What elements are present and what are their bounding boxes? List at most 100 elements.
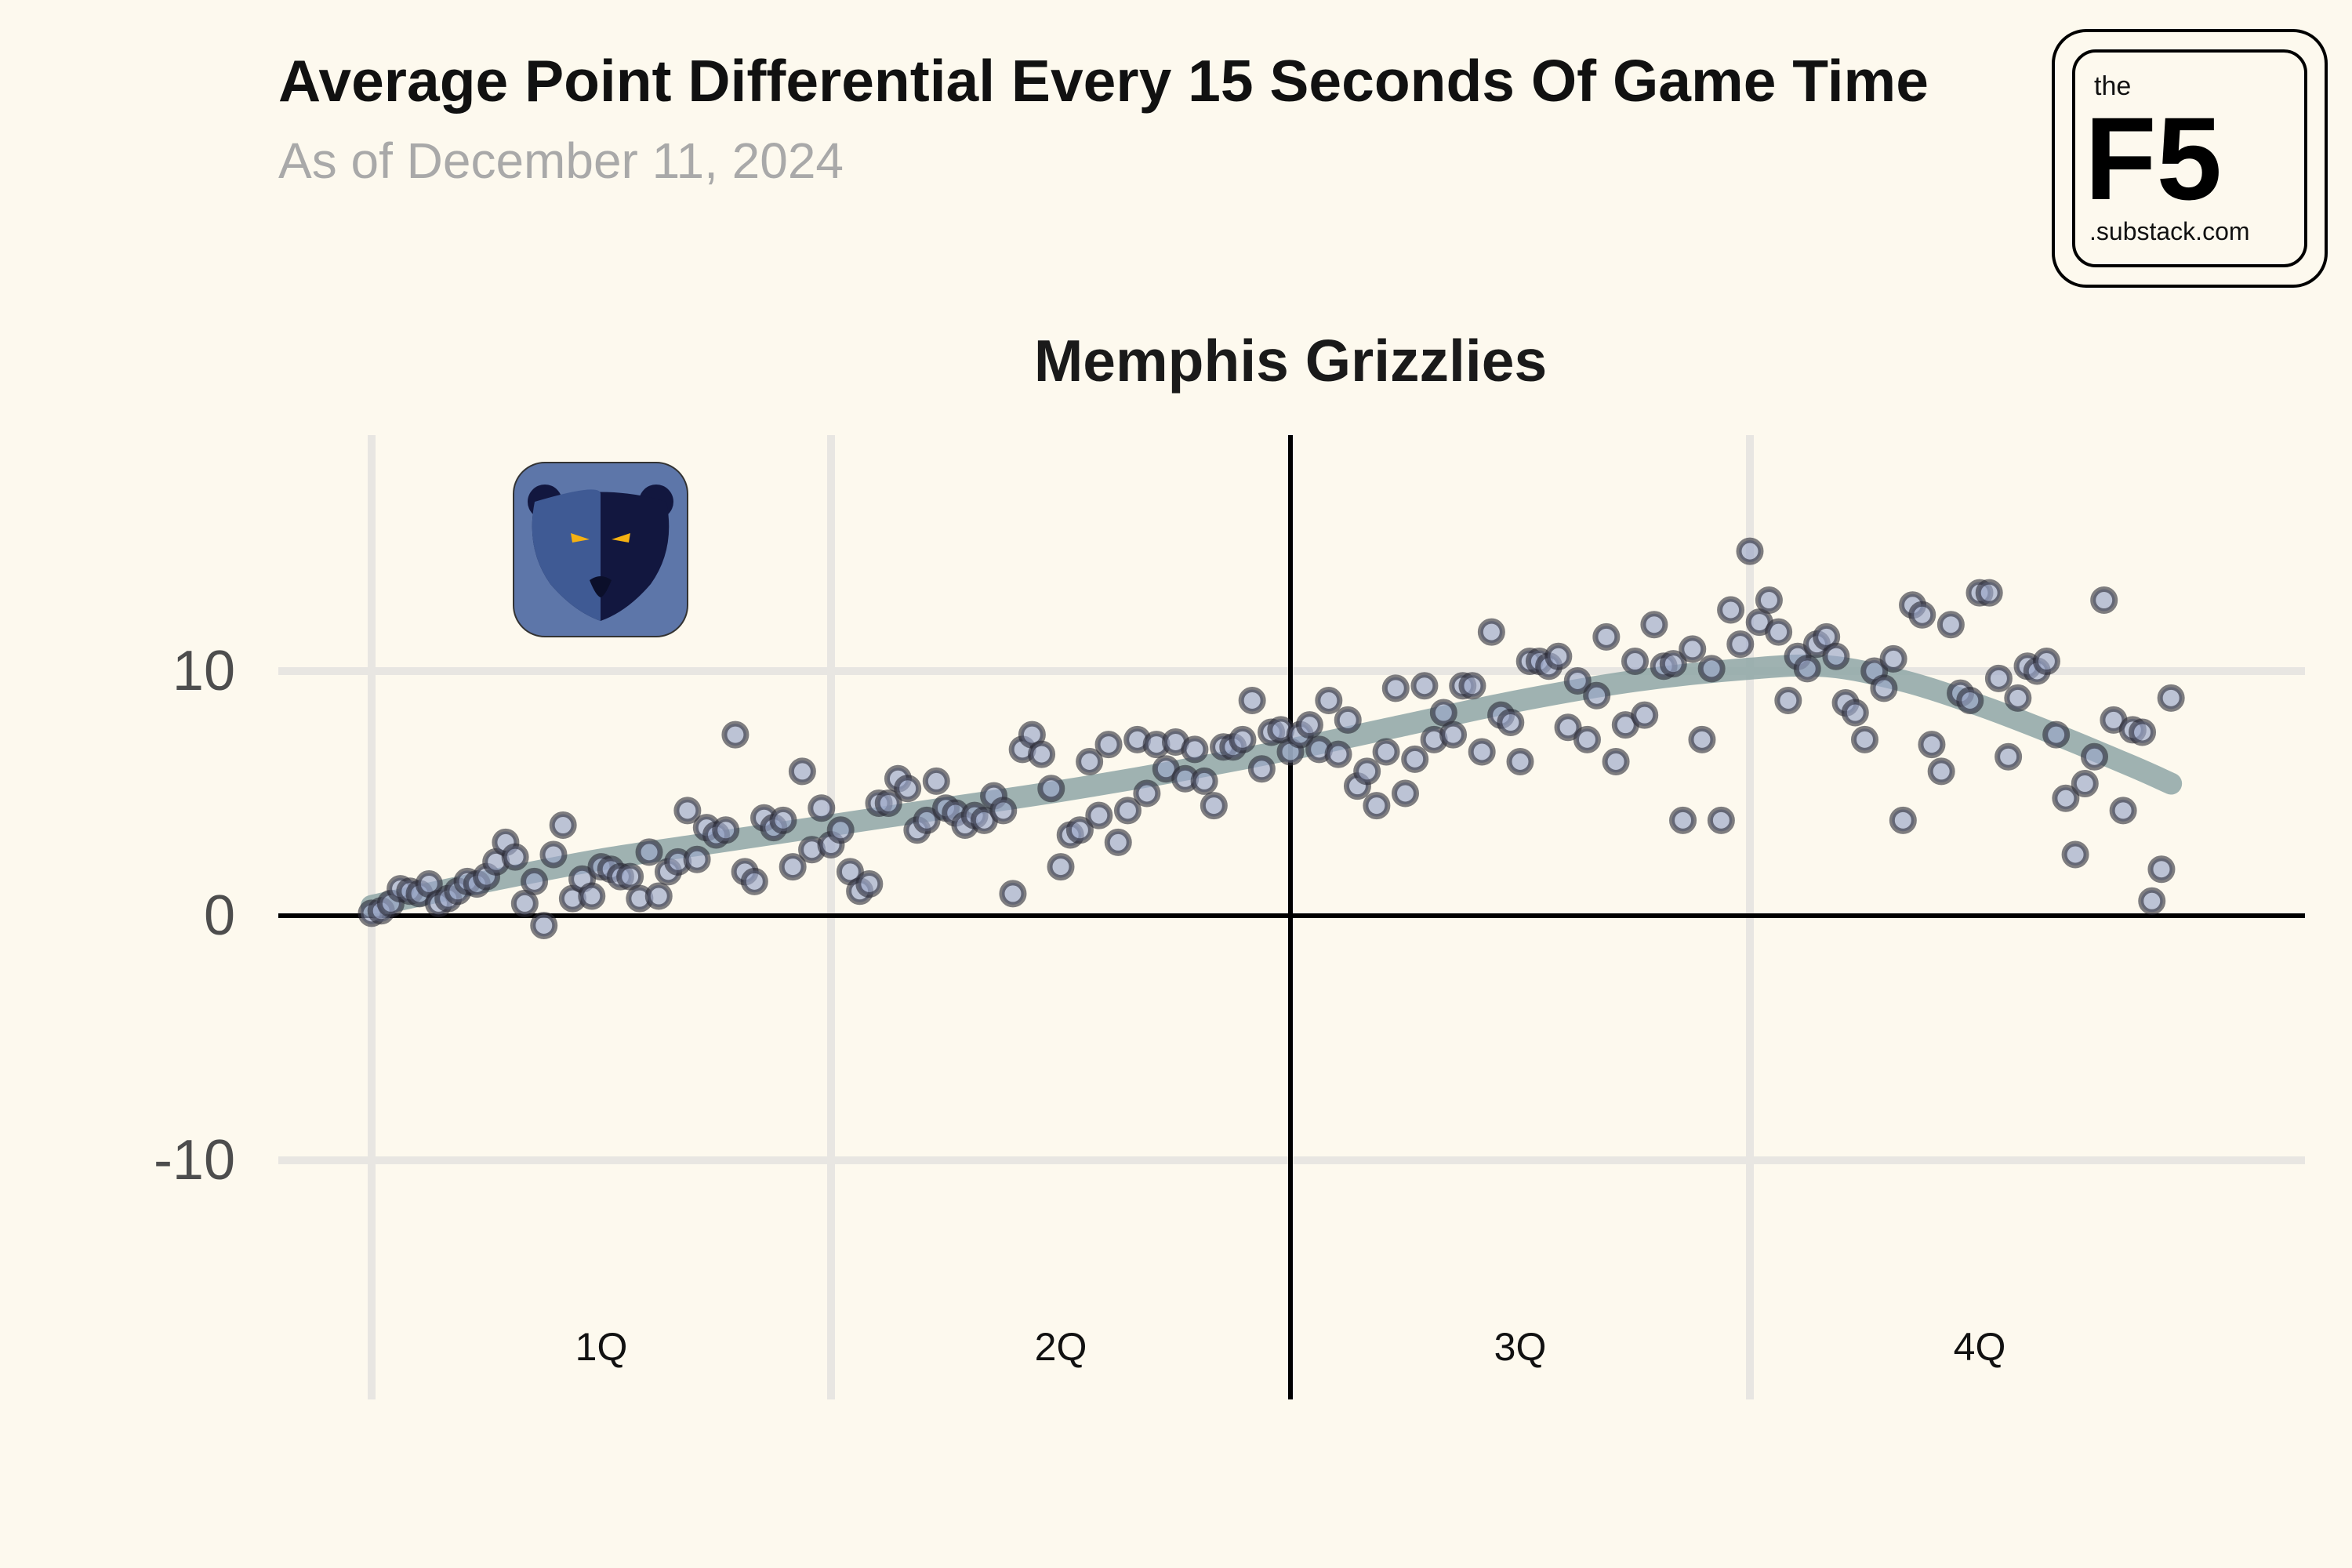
data-point (644, 882, 673, 910)
data-point (1028, 740, 1056, 768)
data-point (1497, 709, 1525, 737)
data-point (1640, 611, 1668, 639)
data-point (1583, 681, 1611, 710)
data-point (1076, 747, 1104, 775)
data-point (1621, 648, 1649, 676)
bear-eye-right (612, 533, 630, 543)
data-point (1918, 731, 1946, 759)
logo-brand-text: F5 (2085, 93, 2223, 224)
data-point (2061, 840, 2089, 869)
data-point (894, 775, 922, 803)
data-point (1688, 725, 1716, 753)
data-point (1563, 666, 1592, 695)
data-point (2071, 770, 2099, 798)
f5-substack-logo: the F5 .substack.com (2052, 29, 2328, 288)
data-point (1765, 618, 1793, 646)
data-point (521, 867, 549, 895)
data-point (855, 869, 884, 898)
data-point (1468, 738, 1496, 766)
data-point (2004, 684, 2032, 712)
data-point (999, 880, 1027, 908)
data-point (1200, 792, 1228, 820)
data-point (635, 838, 663, 866)
data-point (1793, 655, 1821, 683)
data-point (1879, 644, 1907, 673)
grizzlies-logo-icon (513, 462, 688, 637)
data-point (1697, 655, 1726, 683)
data-point (2138, 887, 2166, 915)
data-point (1936, 611, 1965, 639)
data-point (1363, 792, 1391, 820)
data-point (989, 797, 1018, 825)
trend-line (361, 654, 2183, 917)
data-point (1065, 816, 1094, 844)
data-point (1181, 735, 1209, 764)
data-point (1984, 664, 2013, 692)
data-point (1822, 642, 1850, 670)
data-point (1544, 642, 1573, 670)
bear-eye-left (571, 533, 590, 543)
data-point (1458, 672, 1486, 700)
trend-line-layer (361, 654, 2183, 917)
data-point (1851, 725, 1878, 753)
data-point (1956, 686, 1984, 714)
data-point (1669, 806, 1697, 834)
data-point (1429, 699, 1457, 727)
data-point (510, 889, 539, 917)
data-point (1037, 775, 1065, 803)
data-point (1353, 757, 1381, 786)
axes (278, 435, 2305, 1399)
data-point (1133, 779, 1161, 808)
data-point (1659, 650, 1687, 678)
logo-the-text: the (2094, 71, 2132, 101)
data-point (2109, 797, 2137, 825)
data-point (922, 767, 950, 795)
data-point (1717, 596, 1745, 624)
x-tick-label: 3Q (1494, 1325, 1547, 1369)
x-tick-label: 4Q (1954, 1325, 2006, 1369)
data-point (1372, 738, 1400, 766)
data-point (1975, 579, 2003, 607)
data-point (779, 853, 807, 881)
data-point (1994, 742, 2023, 771)
data-point (1477, 618, 1505, 646)
data-point (1295, 711, 1323, 739)
data-point (673, 797, 702, 825)
data-point (826, 816, 855, 844)
data-point (1229, 725, 1257, 753)
logo-inner-frame: the F5 .substack.com (2072, 49, 2307, 267)
panel-title: Memphis Grizzlies (1034, 328, 1547, 394)
chart-title: Average Point Differential Every 15 Seco… (278, 48, 1929, 114)
data-point (2157, 684, 2185, 712)
data-point (769, 806, 797, 834)
data-point (1870, 674, 1898, 702)
data-point (1726, 630, 1755, 659)
y-tick-label: 10 (172, 640, 235, 702)
data-point (1631, 701, 1659, 729)
data-points (358, 537, 2185, 939)
data-point (2129, 718, 2157, 746)
bear-nose (590, 576, 612, 597)
data-point (1315, 686, 1343, 714)
data-point (2042, 720, 2071, 749)
data-point (808, 794, 836, 822)
data-point (788, 757, 816, 786)
data-point (2147, 855, 2176, 884)
data-point (1439, 720, 1468, 749)
data-point (1927, 757, 1955, 786)
data-point (2081, 742, 2108, 771)
x-tick-label: 1Q (575, 1325, 628, 1369)
data-point (1238, 686, 1266, 714)
data-point (1047, 853, 1075, 881)
bear-face-light (532, 489, 601, 621)
data-point (913, 806, 941, 834)
data-point (1324, 740, 1352, 768)
data-point (1755, 586, 1783, 615)
data-point (2052, 784, 2080, 812)
data-point (1410, 672, 1439, 700)
y-tick-label: 0 (204, 884, 235, 947)
data-point (1104, 828, 1132, 856)
data-point (1679, 635, 1707, 663)
data-point (549, 811, 577, 840)
